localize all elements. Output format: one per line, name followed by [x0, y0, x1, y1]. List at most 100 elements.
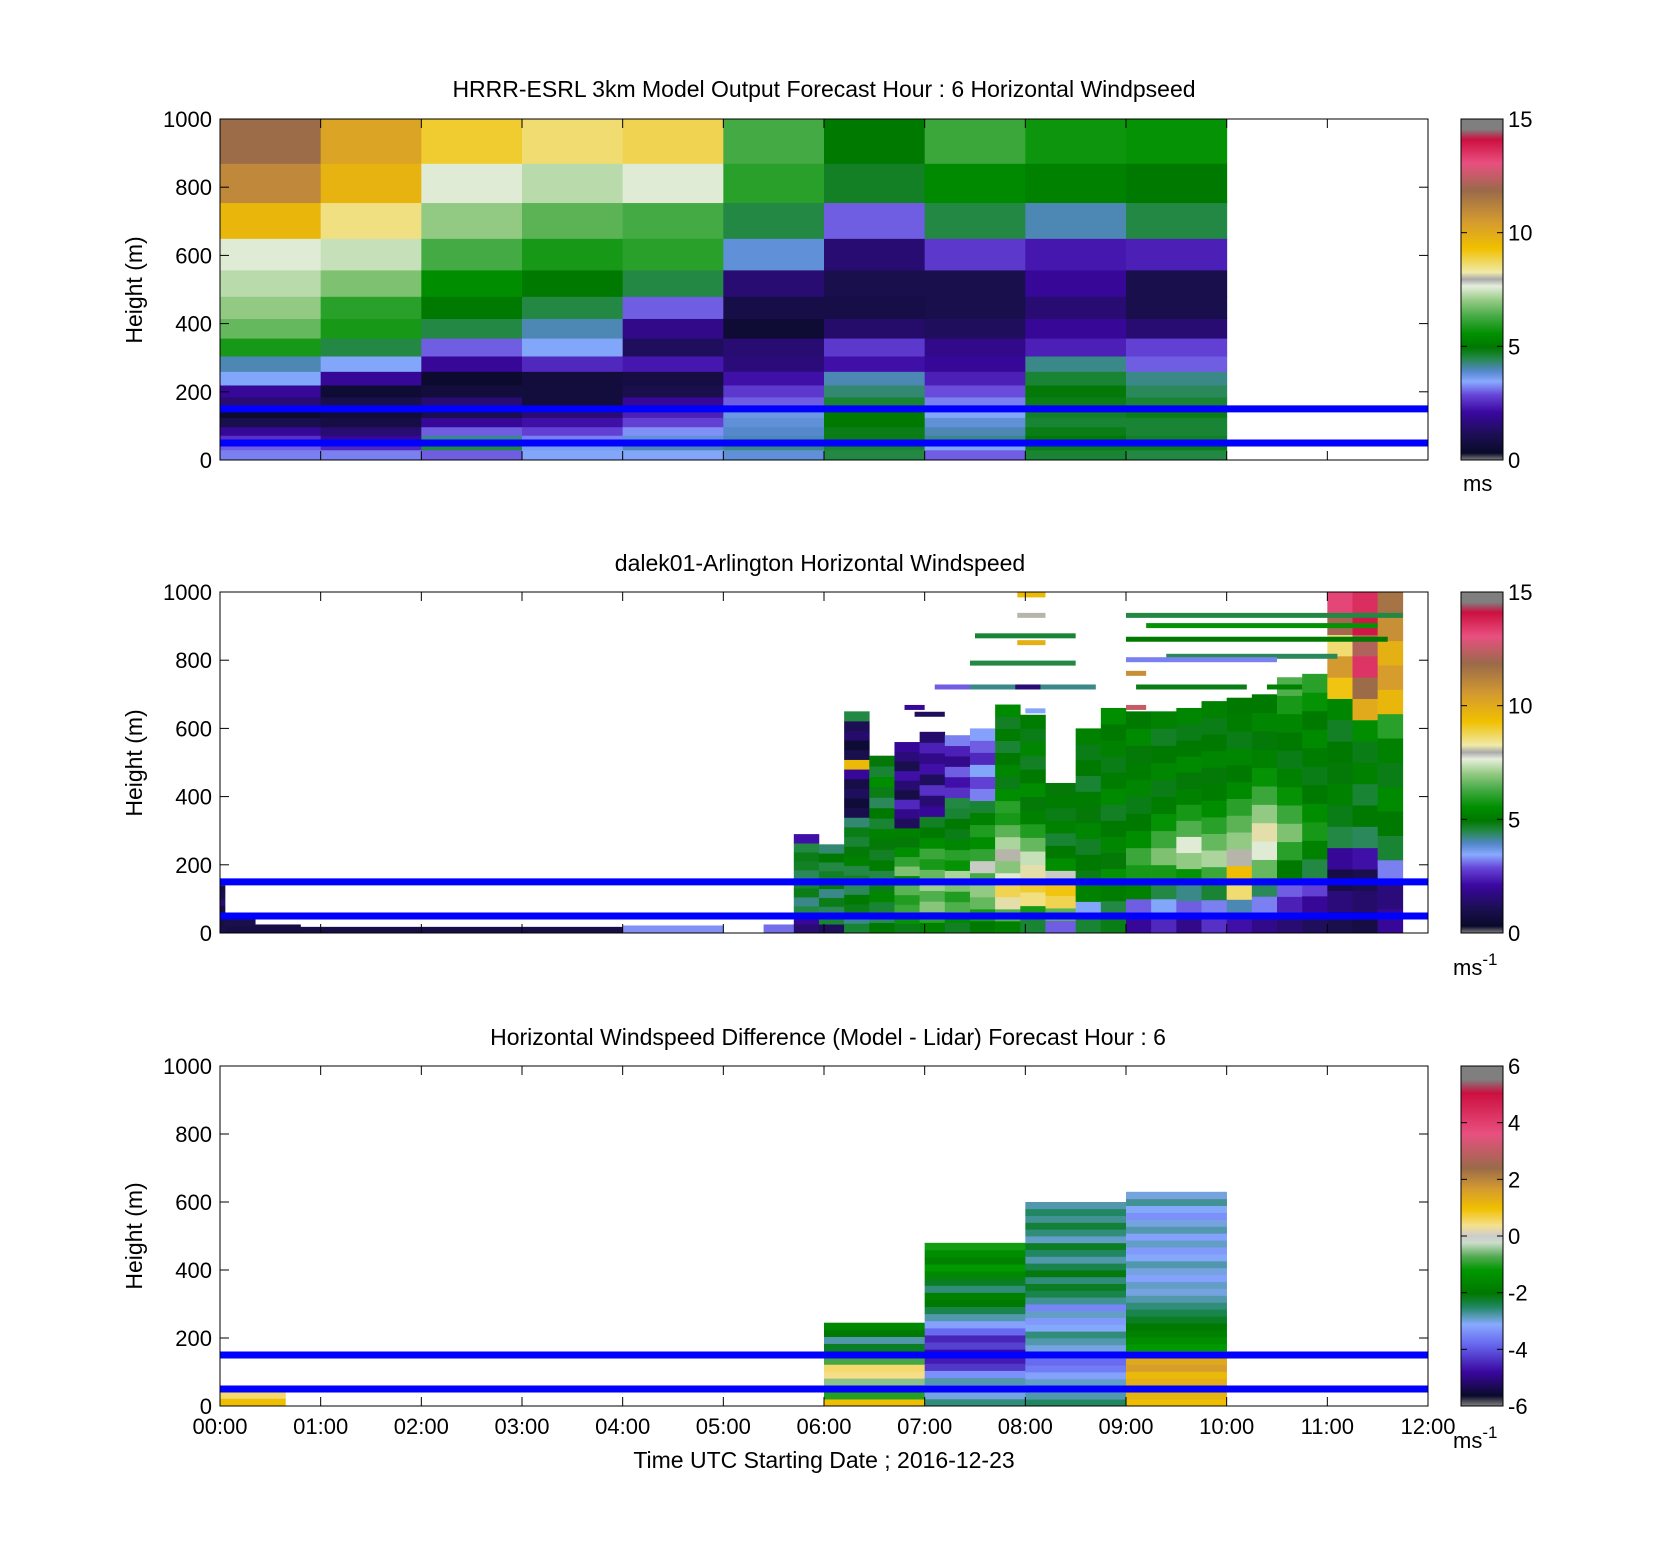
heatmap-cell	[1025, 371, 1127, 386]
panel-model-x-ticks	[219, 119, 1429, 460]
heatmap-cell	[944, 860, 971, 871]
panel-difference-reference-lines	[220, 1351, 1428, 1393]
heatmap-cell	[1126, 898, 1152, 917]
heatmap-cell	[969, 728, 996, 741]
heatmap-cell	[421, 163, 523, 204]
heatmap-cell	[1377, 908, 1404, 933]
heatmap-cell	[1226, 815, 1253, 833]
heatmap-cell	[824, 1392, 925, 1400]
heatmap-streak	[1266, 684, 1303, 690]
heatmap-cell	[763, 924, 795, 933]
heatmap-cell	[1025, 407, 1127, 418]
heatmap-cell	[818, 915, 845, 925]
heatmap-cell	[944, 839, 971, 851]
heatmap-cell	[924, 1320, 1026, 1329]
heatmap-cell	[924, 1256, 1026, 1265]
heatmap-cell	[1151, 830, 1177, 849]
heatmap-cell	[1277, 859, 1303, 879]
heatmap-cell	[522, 119, 624, 164]
heatmap-cell	[1302, 895, 1328, 915]
heatmap-cell	[995, 896, 1021, 910]
heatmap-cell	[919, 742, 946, 754]
heatmap-cell	[1151, 779, 1177, 797]
heatmap-cell	[1025, 426, 1127, 436]
heatmap-cell	[869, 839, 895, 850]
heatmap-cell	[924, 318, 1026, 339]
panel-model-reference-lines	[220, 405, 1428, 447]
heatmap-cell	[844, 788, 870, 799]
heatmap-cell	[944, 828, 971, 840]
heatmap-cell	[824, 338, 926, 357]
heatmap-cell	[969, 776, 996, 789]
heatmap-cell	[1201, 800, 1227, 818]
panel-difference-colorbar-unit: ms-1	[1453, 1423, 1497, 1453]
heatmap-cell	[919, 731, 946, 743]
heatmap-cell	[622, 925, 724, 933]
heatmap-cell	[1126, 1281, 1227, 1289]
heatmap-cell	[723, 426, 825, 436]
heatmap-cell	[1352, 677, 1378, 699]
heatmap-streak	[1166, 653, 1338, 659]
heatmap-cell	[220, 892, 226, 900]
colorbar-tick-label: 0	[1508, 448, 1520, 473]
heatmap-cell	[969, 764, 996, 777]
heatmap-cell	[924, 1335, 1026, 1343]
heatmap-cell	[220, 296, 322, 319]
heatmap-cell	[919, 795, 946, 807]
x-axis-label: Time UTC Starting Date ; 2016-12-23	[633, 1447, 1014, 1473]
heatmap-cell	[995, 800, 1021, 814]
colorbar-tick-label: 15	[1508, 580, 1532, 605]
heatmap-cell	[1025, 1304, 1127, 1312]
colorbar-tick-label: 2	[1508, 1167, 1520, 1192]
heatmap-cell	[220, 202, 322, 239]
heatmap-cell	[1201, 850, 1227, 868]
heatmap-cell	[1251, 822, 1278, 842]
heatmap-cell	[869, 849, 895, 861]
heatmap-cell	[1302, 803, 1328, 823]
heatmap-cell	[320, 355, 422, 372]
panel-lidar-y-ticks: 0 200 400 600 800 1000	[163, 580, 1428, 946]
heatmap-cell	[1151, 813, 1177, 832]
heatmap-streak	[1126, 612, 1403, 618]
heatmap-cell	[1327, 741, 1353, 763]
heatmap-cell	[622, 417, 724, 428]
heatmap-cell	[1126, 1212, 1227, 1220]
heatmap-cell	[1126, 407, 1228, 418]
heatmap-cell	[225, 926, 256, 933]
heatmap-streak	[1126, 657, 1277, 663]
heatmap-cell	[894, 847, 920, 858]
heatmap-cell	[1226, 798, 1253, 816]
heatmap-cell	[622, 435, 724, 444]
heatmap-cell	[1075, 775, 1102, 792]
heatmap-cell	[1045, 782, 1076, 796]
panel-model: HRRR-ESRL 3km Model Output Forecast Hour…	[121, 76, 1532, 496]
heatmap-cell	[1020, 810, 1046, 825]
heatmap-cell	[919, 890, 946, 902]
heatmap-cell	[824, 269, 926, 297]
heatmap-cell	[1226, 697, 1253, 715]
heatmap-cell	[220, 269, 322, 297]
heatmap-cell	[723, 163, 825, 204]
heatmap-cell	[995, 764, 1021, 778]
x-tick-label: 11:00	[1301, 1414, 1354, 1439]
heatmap-cell	[622, 396, 724, 408]
y-tick-label: 800	[175, 1122, 212, 1147]
x-tick-label: 07:00	[897, 1414, 952, 1439]
heatmap-streak	[975, 633, 1076, 639]
heatmap-cell	[924, 417, 1026, 428]
heatmap-streak	[1126, 670, 1147, 676]
heatmap-cell	[924, 1370, 1026, 1379]
heatmap-cell	[1126, 847, 1152, 866]
heatmap-cell	[220, 885, 226, 893]
panel-model-colorbar-unit: ms	[1463, 471, 1492, 496]
heatmap-cell	[1126, 1260, 1227, 1269]
heatmap-cell	[723, 355, 825, 372]
heatmap-cell	[919, 763, 946, 775]
heatmap-cell	[894, 837, 920, 848]
y-tick-label: 600	[175, 243, 212, 268]
heatmap-cell	[919, 805, 946, 817]
heatmap-cell	[421, 119, 523, 164]
heatmap-cell	[1377, 738, 1404, 763]
heatmap-cell	[924, 1264, 1026, 1272]
heatmap-cell	[919, 880, 946, 892]
